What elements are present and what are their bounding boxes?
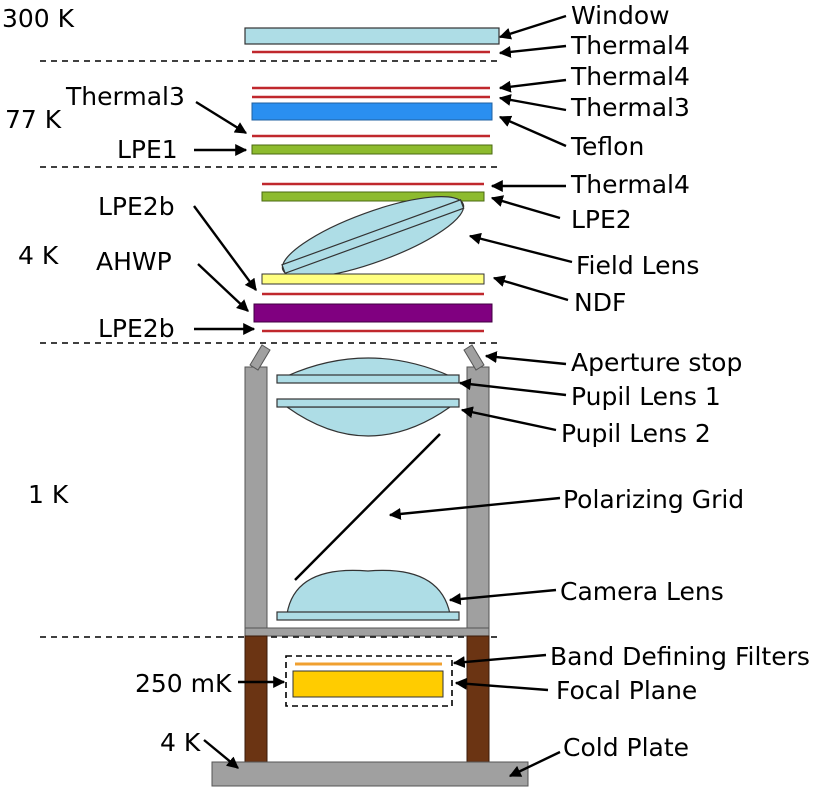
label-teflon: Teflon: [570, 132, 644, 161]
arrow-ahwp: [197, 263, 249, 312]
arrow-window: [498, 14, 567, 40]
label-thermal3-right: Thermal3: [570, 93, 690, 122]
arrow-pupil-lens-1: [458, 378, 567, 397]
label-camera-lens: Camera Lens: [560, 577, 724, 606]
aperture-stop-right: [463, 344, 485, 371]
label-lpe2b-bottom: LPE2b: [98, 314, 175, 343]
label-focal-plane: Focal Plane: [556, 676, 697, 705]
label-thermal4-a: Thermal4: [570, 31, 690, 60]
ahwp-plate: [253, 303, 493, 323]
label-thermal4-c: Thermal4: [570, 170, 690, 199]
ndf-filter: [261, 273, 485, 285]
temp-label-300k: 300 K: [2, 4, 75, 33]
arrow-4k-bottom: [203, 739, 239, 769]
temp-label-250mk: 250 mK: [135, 669, 232, 698]
arrow-cold-plate: [508, 750, 561, 778]
pupil-lens-1: [276, 357, 460, 384]
label-polarizing-grid: Polarizing Grid: [563, 485, 744, 514]
label-pupil-lens-1: Pupil Lens 1: [571, 382, 721, 411]
arrow-field-lens: [468, 232, 573, 264]
arrow-lpe2b-top: [193, 205, 257, 291]
focal-plane-enclosure: [285, 655, 453, 707]
tube-left-wall: [244, 366, 268, 631]
label-aperture-stop: Aperture stop: [571, 348, 742, 377]
temp-label-1k: 1 K: [28, 480, 69, 509]
arrow-pupil-lens-2: [460, 406, 557, 432]
window-element: [244, 27, 500, 45]
label-thermal3-left: Thermal3: [65, 82, 185, 111]
arrow-polarizing-grid: [388, 496, 561, 520]
arrow-thermal4-b: [498, 78, 567, 93]
support-left-leg: [244, 635, 268, 763]
label-window: Window: [571, 1, 670, 30]
arrow-camera-lens: [448, 588, 557, 605]
temp-label-4k: 4 K: [18, 241, 59, 270]
temp-label-77k: 77 K: [5, 105, 62, 134]
label-band-defining-filters: Band Defining Filters: [550, 642, 810, 671]
pupil-lens-2: [276, 398, 460, 437]
polarizing-grid: [294, 433, 441, 581]
thermal3-blue-filter: [251, 102, 493, 121]
arrow-band-defining-filters: [452, 653, 547, 669]
arrow-ndf: [492, 275, 569, 302]
tube-base: [244, 627, 490, 637]
temp-label-4k-bottom: 4 K: [160, 728, 201, 757]
label-ndf: NDF: [574, 288, 626, 317]
arrow-focal-plane: [454, 677, 549, 692]
arrow-thermal3-right: [498, 94, 567, 112]
label-field-lens: Field Lens: [576, 251, 699, 280]
label-cold-plate: Cold Plate: [563, 733, 689, 762]
arrow-thermal3-left: [195, 100, 248, 135]
support-right-leg: [466, 635, 490, 763]
arrow-aperture-stop: [484, 351, 567, 366]
arrow-teflon: [498, 115, 567, 148]
arrow-lpe2: [490, 195, 561, 220]
camera-lens: [276, 569, 460, 621]
tube-right-wall: [466, 366, 490, 631]
lpe1-filter: [251, 144, 493, 155]
focal-plane-array: [292, 670, 444, 698]
cold-plate: [211, 761, 529, 787]
label-lpe2b-top: LPE2b: [98, 192, 175, 221]
label-thermal4-b: Thermal4: [570, 62, 690, 91]
label-lpe1: LPE1: [117, 135, 178, 164]
field-lens: [281, 196, 465, 278]
arrow-thermal4-a: [498, 44, 567, 58]
aperture-stop-left: [249, 344, 271, 371]
label-lpe2: LPE2: [571, 205, 632, 234]
lpe2-filter: [261, 191, 485, 202]
label-ahwp: AHWP: [96, 247, 172, 276]
label-pupil-lens-2: Pupil Lens 2: [561, 419, 711, 448]
